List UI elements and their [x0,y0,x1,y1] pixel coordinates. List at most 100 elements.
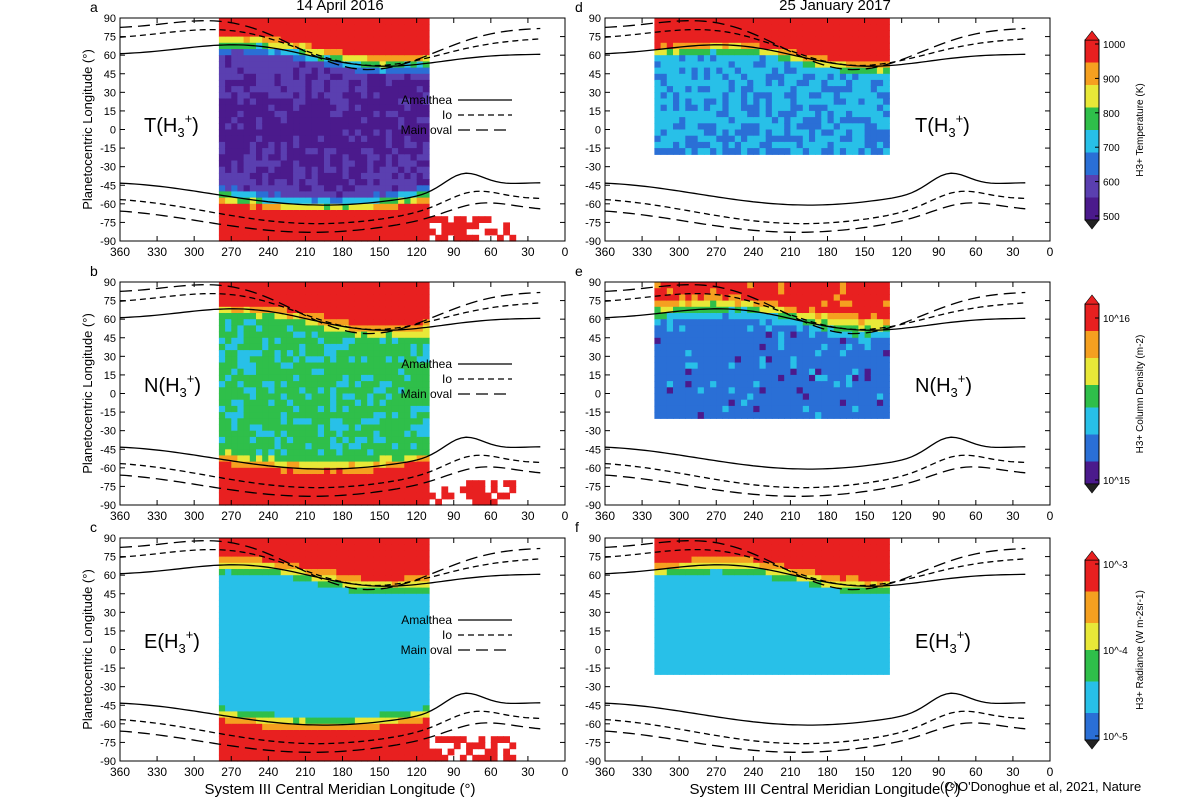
heatmap-cell [361,343,368,351]
heatmap-cell [379,61,387,69]
heatmap-cell [404,575,412,582]
heatmap-cell [243,593,251,601]
heatmap-cell [385,699,393,706]
heatmap-cell [654,98,662,106]
heatmap-cell [765,110,773,118]
heatmap-cell [398,300,405,308]
heatmap-cell [361,461,368,469]
heatmap-cell [330,649,337,657]
heatmap-cell [256,393,263,401]
heatmap-cell [237,203,245,211]
heatmap-cell [385,73,393,81]
heatmap-cell [305,674,313,682]
heatmap-cell [367,228,374,236]
heatmap-cell [660,86,668,93]
heatmap-cell [778,110,785,118]
heatmap-cell [771,55,779,62]
heatmap-cell [373,618,381,626]
heatmap-cell [293,412,300,419]
heatmap-cell [361,117,368,124]
heatmap-cell [379,412,387,419]
heatmap-cell [305,331,313,339]
heatmap-cell [274,331,282,339]
heatmap-cell [342,569,350,576]
heatmap-cell [305,736,313,743]
heatmap-cell [262,110,269,118]
heatmap-cell [348,424,356,432]
heatmap-cell [361,593,368,601]
heatmap-cell [225,210,232,217]
heatmap-cell [373,61,381,69]
heatmap-cell [416,637,424,644]
heatmap-cell [373,135,381,143]
heatmap-cell [416,498,424,506]
heatmap-cell [416,562,424,570]
heatmap-cell [225,325,232,333]
heatmap-cell [262,630,269,638]
heatmap-cell [373,98,381,106]
heatmap-cell [354,569,362,576]
heatmap-cell [478,216,486,223]
heatmap-cell [225,474,232,481]
heatmap-cell [342,368,350,376]
heatmap-cell [299,179,306,186]
heatmap-cell [796,141,804,149]
heatmap-cell [293,430,300,438]
heatmap-cell [354,544,362,551]
heatmap-cell [348,418,356,426]
amalthea-curve-south [119,692,541,726]
heatmap-cell [249,637,257,644]
heatmap-cell [367,736,374,743]
heatmap-cell [691,110,699,118]
heatmap-cell [852,104,859,112]
heatmap-cell [385,692,393,700]
heatmap-cell [759,42,767,50]
heatmap-cell [256,104,263,112]
heatmap-cell [231,331,239,339]
heatmap-cell [231,49,239,56]
heatmap-cell [324,711,331,719]
heatmap-cell [398,343,405,351]
heatmap-cell [225,123,232,131]
heatmap-cell [256,686,263,694]
heatmap-cell [367,92,374,100]
heatmap-cell [324,581,331,589]
quantity-subscript: 3 [180,385,187,400]
heatmap-cell [218,141,226,149]
heatmap-cell [280,185,288,193]
heatmap-cell [373,104,381,112]
heatmap-cell [274,637,282,644]
heatmap-cell [765,18,773,25]
heatmap-cell [336,593,344,601]
heatmap-cell [472,742,480,750]
heatmap-cell [311,630,319,638]
heatmap-cell [286,606,294,613]
heatmap-cell [305,544,313,551]
heatmap-cell [342,381,350,388]
heatmap-cell [305,399,313,407]
heatmap-cell [237,624,245,632]
heatmap-cell [416,104,424,112]
heatmap-cell [410,711,418,719]
heatmap-cell [858,49,866,56]
heatmap-cell [274,668,282,675]
heatmap-cell [249,430,257,438]
heatmap-cell [422,661,430,669]
heatmap-cell [243,705,251,713]
heatmap-cell [379,337,387,345]
heatmap-cell [256,606,263,613]
heatmap-cell [342,166,350,174]
heatmap-cell [324,331,331,339]
heatmap-cell [299,538,306,545]
heatmap-cell [398,110,405,118]
heatmap-cell [722,67,730,75]
heatmap-cell [753,123,761,131]
heatmap-cell [231,387,239,395]
heatmap-cell [299,449,306,457]
heatmap-cell [218,618,226,626]
heatmap-cell [354,480,362,487]
heatmap-cell [274,228,282,236]
heatmap-cell [398,569,405,576]
heatmap-cell [293,350,300,357]
heatmap-cell [218,550,226,558]
